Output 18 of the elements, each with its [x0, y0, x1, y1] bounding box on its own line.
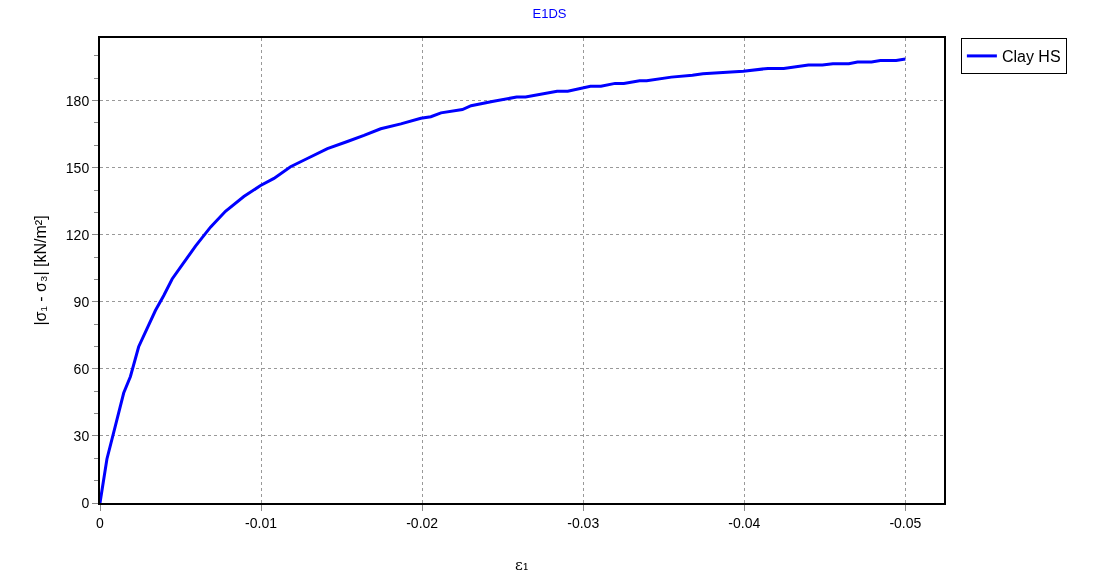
- y-tick-label: 0: [81, 494, 90, 511]
- x-tick-label: 0: [96, 514, 105, 531]
- x-tick-label: -0.04: [728, 514, 761, 531]
- chart-title: E1DS: [532, 5, 567, 21]
- x-axis-title: ε₁: [515, 556, 529, 575]
- y-tick-label: 120: [65, 226, 90, 243]
- x-tick-label: -0.01: [245, 514, 278, 531]
- y-tick-label: 180: [65, 92, 90, 109]
- y-tick-label: 60: [73, 360, 90, 377]
- x-tick-label: -0.03: [567, 514, 600, 531]
- y-tick-label: 90: [73, 293, 90, 310]
- y-axis-title: |σ₁ - σ₃| [kN/m²]: [32, 215, 50, 326]
- line-series: [100, 57, 907, 503]
- y-tick-label: 150: [65, 159, 90, 176]
- legend-label: Clay HS: [1001, 48, 1061, 66]
- x-tick-label: -0.02: [406, 514, 439, 531]
- x-tick-label: -0.05: [889, 514, 922, 531]
- y-tick-label: 30: [73, 427, 90, 444]
